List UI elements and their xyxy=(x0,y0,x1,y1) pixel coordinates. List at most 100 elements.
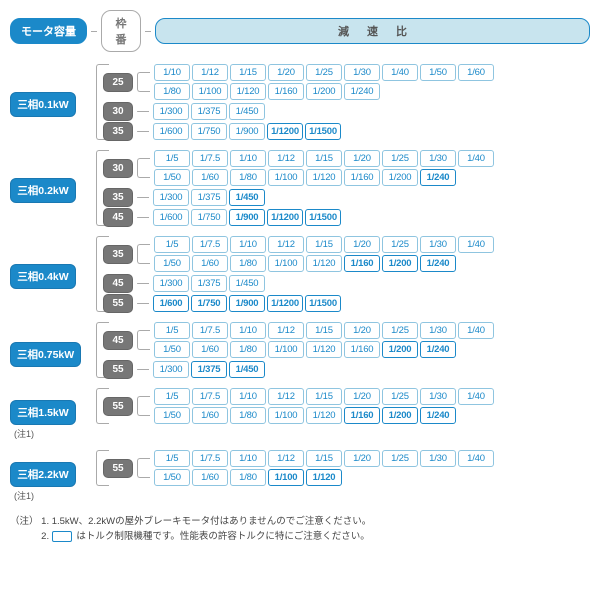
ratio-cell[interactable]: 1/375 xyxy=(191,189,227,206)
ratio-cell[interactable]: 1/10 xyxy=(230,450,266,467)
ratio-cell[interactable]: 1/40 xyxy=(458,236,494,253)
ratio-cell[interactable]: 1/15 xyxy=(230,64,266,81)
ratio-cell[interactable]: 1/5 xyxy=(154,388,190,405)
ratio-cell[interactable]: 1/7.5 xyxy=(192,150,228,167)
ratio-cell[interactable]: 1/25 xyxy=(306,64,342,81)
ratio-cell-torque[interactable]: 1/900 xyxy=(229,209,265,226)
frame-button[interactable]: 45 xyxy=(103,208,133,227)
ratio-cell[interactable]: 1/120 xyxy=(230,83,266,100)
ratio-cell[interactable]: 1/300 xyxy=(153,103,189,120)
ratio-cell[interactable]: 1/10 xyxy=(154,64,190,81)
ratio-cell[interactable]: 1/5 xyxy=(154,322,190,339)
ratio-cell[interactable]: 1/10 xyxy=(230,388,266,405)
ratio-cell[interactable]: 1/30 xyxy=(344,64,380,81)
ratio-cell[interactable]: 1/20 xyxy=(344,322,380,339)
ratio-cell[interactable]: 1/100 xyxy=(268,341,304,358)
ratio-cell[interactable]: 1/12 xyxy=(268,236,304,253)
ratio-cell[interactable]: 1/300 xyxy=(153,275,189,292)
ratio-cell[interactable]: 1/120 xyxy=(306,341,342,358)
ratio-cell[interactable]: 1/40 xyxy=(458,388,494,405)
ratio-cell[interactable]: 1/5 xyxy=(154,236,190,253)
ratio-cell[interactable]: 1/12 xyxy=(268,388,304,405)
ratio-cell[interactable]: 1/7.5 xyxy=(192,388,228,405)
ratio-cell[interactable]: 1/20 xyxy=(268,64,304,81)
ratio-cell-torque[interactable]: 1/1500 xyxy=(305,209,341,226)
ratio-cell[interactable]: 1/160 xyxy=(268,83,304,100)
ratio-cell[interactable]: 1/40 xyxy=(458,450,494,467)
ratio-cell[interactable]: 1/120 xyxy=(306,255,342,272)
ratio-cell[interactable]: 1/20 xyxy=(344,150,380,167)
ratio-cell[interactable]: 1/100 xyxy=(192,83,228,100)
ratio-cell[interactable]: 1/450 xyxy=(229,103,265,120)
ratio-cell-torque[interactable]: 1/200 xyxy=(382,407,418,424)
ratio-cell-torque[interactable]: 1/120 xyxy=(306,469,342,486)
ratio-cell[interactable]: 1/300 xyxy=(153,361,189,378)
ratio-cell[interactable]: 1/60 xyxy=(458,64,494,81)
ratio-cell-torque[interactable]: 1/240 xyxy=(420,341,456,358)
ratio-cell-torque[interactable]: 1/450 xyxy=(229,189,265,206)
ratio-cell[interactable]: 1/15 xyxy=(306,450,342,467)
ratio-cell-torque[interactable]: 1/1500 xyxy=(305,123,341,140)
ratio-cell-torque[interactable]: 1/240 xyxy=(420,255,456,272)
frame-button[interactable]: 35 xyxy=(103,188,133,207)
motor-button[interactable]: 三相0.2kW xyxy=(10,178,76,203)
ratio-cell[interactable]: 1/25 xyxy=(382,450,418,467)
ratio-cell[interactable]: 1/30 xyxy=(420,150,456,167)
ratio-cell[interactable]: 1/30 xyxy=(420,388,456,405)
frame-button[interactable]: 30 xyxy=(103,102,133,121)
ratio-cell[interactable]: 1/100 xyxy=(268,407,304,424)
ratio-cell[interactable]: 1/12 xyxy=(268,150,304,167)
ratio-cell-torque[interactable]: 1/200 xyxy=(382,341,418,358)
ratio-cell[interactable]: 1/7.5 xyxy=(192,450,228,467)
frame-button[interactable]: 30 xyxy=(103,159,133,178)
frame-button[interactable]: 55 xyxy=(103,294,133,313)
frame-button[interactable]: 45 xyxy=(103,274,133,293)
ratio-cell-torque[interactable]: 1/1200 xyxy=(267,123,303,140)
ratio-cell[interactable]: 1/900 xyxy=(229,123,265,140)
ratio-cell[interactable]: 1/10 xyxy=(230,150,266,167)
ratio-cell[interactable]: 1/50 xyxy=(420,64,456,81)
ratio-cell-torque[interactable]: 1/1200 xyxy=(267,295,303,312)
ratio-cell[interactable]: 1/30 xyxy=(420,236,456,253)
ratio-cell[interactable]: 1/40 xyxy=(458,150,494,167)
motor-button[interactable]: 三相0.75kW xyxy=(10,342,81,367)
ratio-cell[interactable]: 1/25 xyxy=(382,322,418,339)
ratio-cell[interactable]: 1/50 xyxy=(154,169,190,186)
ratio-cell[interactable]: 1/10 xyxy=(230,236,266,253)
ratio-cell-torque[interactable]: 1/100 xyxy=(268,469,304,486)
motor-button[interactable]: 三相0.4kW xyxy=(10,264,76,289)
ratio-cell[interactable]: 1/120 xyxy=(306,169,342,186)
ratio-cell[interactable]: 1/80 xyxy=(230,341,266,358)
ratio-cell[interactable]: 1/60 xyxy=(192,255,228,272)
ratio-cell-torque[interactable]: 1/900 xyxy=(229,295,265,312)
ratio-cell-torque[interactable]: 1/200 xyxy=(382,255,418,272)
ratio-cell[interactable]: 1/375 xyxy=(191,103,227,120)
frame-button[interactable]: 35 xyxy=(103,122,133,141)
ratio-cell[interactable]: 1/20 xyxy=(344,450,380,467)
ratio-cell[interactable]: 1/7.5 xyxy=(192,236,228,253)
ratio-cell[interactable]: 1/600 xyxy=(153,209,189,226)
ratio-cell[interactable]: 1/240 xyxy=(344,83,380,100)
ratio-cell[interactable]: 1/40 xyxy=(458,322,494,339)
frame-button[interactable]: 55 xyxy=(103,397,133,416)
ratio-cell[interactable]: 1/30 xyxy=(420,322,456,339)
ratio-cell-torque[interactable]: 1/160 xyxy=(344,407,380,424)
ratio-cell[interactable]: 1/25 xyxy=(382,388,418,405)
ratio-cell[interactable]: 1/12 xyxy=(268,322,304,339)
ratio-cell[interactable]: 1/80 xyxy=(230,255,266,272)
ratio-cell[interactable]: 1/5 xyxy=(154,450,190,467)
ratio-cell[interactable]: 1/200 xyxy=(382,169,418,186)
ratio-cell[interactable]: 1/10 xyxy=(230,322,266,339)
ratio-cell[interactable]: 1/20 xyxy=(344,388,380,405)
ratio-cell[interactable]: 1/12 xyxy=(268,450,304,467)
ratio-cell-torque[interactable]: 1/240 xyxy=(420,407,456,424)
frame-button[interactable]: 35 xyxy=(103,245,133,264)
ratio-cell[interactable]: 1/80 xyxy=(230,407,266,424)
frame-button[interactable]: 55 xyxy=(103,459,133,478)
ratio-cell[interactable]: 1/80 xyxy=(230,469,266,486)
ratio-cell[interactable]: 1/60 xyxy=(192,407,228,424)
ratio-cell-torque[interactable]: 1/1200 xyxy=(267,209,303,226)
ratio-cell[interactable]: 1/375 xyxy=(191,275,227,292)
motor-button[interactable]: 三相1.5kW xyxy=(10,400,76,425)
ratio-cell[interactable]: 1/750 xyxy=(191,123,227,140)
